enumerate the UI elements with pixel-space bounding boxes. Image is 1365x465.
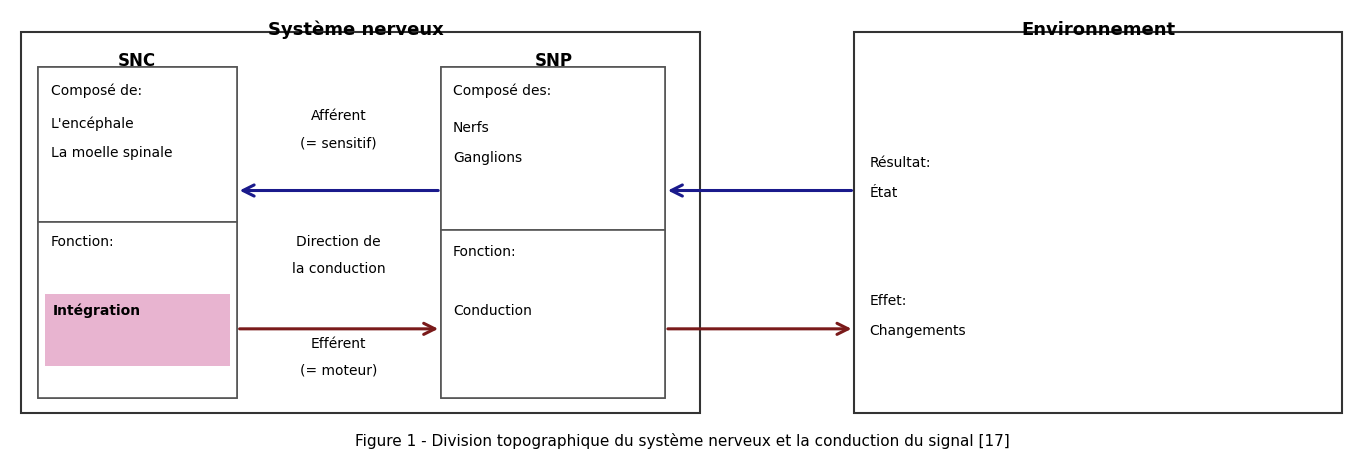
Text: Figure 1 - Division topographique du système nerveux et la conduction du signal : Figure 1 - Division topographique du sys… xyxy=(355,432,1009,449)
Text: Résultat:: Résultat: xyxy=(870,156,931,170)
Text: Intégration: Intégration xyxy=(53,303,141,318)
Bar xyxy=(854,33,1342,413)
Text: Composé des:: Composé des: xyxy=(453,84,551,98)
Text: SNP: SNP xyxy=(535,52,572,70)
Bar xyxy=(441,230,665,398)
Bar xyxy=(20,33,700,413)
Text: Système nerveux: Système nerveux xyxy=(269,20,444,39)
Text: L'encéphale: L'encéphale xyxy=(51,116,134,131)
Text: Nerfs: Nerfs xyxy=(453,121,490,135)
Text: Environnement: Environnement xyxy=(1021,20,1175,39)
Text: (= sensitif): (= sensitif) xyxy=(300,136,377,150)
Text: Effet:: Effet: xyxy=(870,294,906,308)
Bar xyxy=(38,67,236,398)
Bar xyxy=(38,222,236,398)
Text: Composé de:: Composé de: xyxy=(51,84,142,98)
Text: Afférent: Afférent xyxy=(310,109,366,124)
Bar xyxy=(441,67,665,398)
Text: Fonction:: Fonction: xyxy=(453,245,516,259)
Bar xyxy=(38,67,236,222)
Bar xyxy=(441,67,665,230)
Text: Direction de: Direction de xyxy=(296,235,381,249)
Text: Changements: Changements xyxy=(870,324,966,338)
Text: Ganglions: Ganglions xyxy=(453,151,521,165)
Text: (= moteur): (= moteur) xyxy=(300,364,377,378)
Text: Efférent: Efférent xyxy=(311,337,366,351)
Bar xyxy=(45,294,229,366)
Text: La moelle spinale: La moelle spinale xyxy=(51,146,172,160)
Text: Fonction:: Fonction: xyxy=(51,235,115,249)
Text: État: État xyxy=(870,186,898,199)
Text: Conduction: Conduction xyxy=(453,304,532,318)
Text: SNC: SNC xyxy=(119,52,156,70)
Text: la conduction: la conduction xyxy=(292,262,385,276)
